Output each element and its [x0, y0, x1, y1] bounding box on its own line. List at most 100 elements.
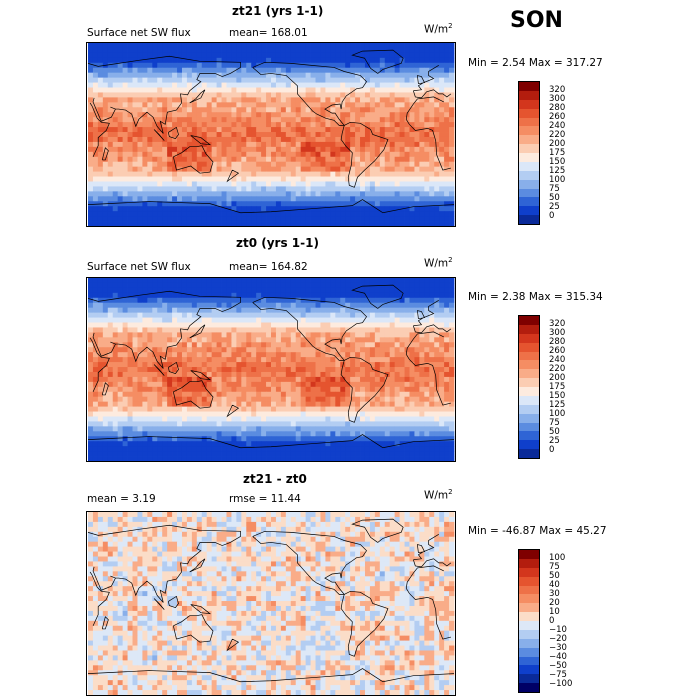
panel-3-colorbar [518, 549, 540, 693]
colorbar-tick-label: 175 [549, 147, 566, 158]
colorbar-swatch [519, 431, 539, 441]
colorbar-tick-label: −100 [549, 678, 573, 689]
colorbar-tick-label: 75 [549, 561, 560, 572]
colorbar-swatch [519, 215, 539, 224]
colorbar-swatch [519, 404, 539, 414]
colorbar-tick-label: 240 [549, 120, 566, 131]
panel-3-map [86, 511, 456, 696]
colorbar-swatch [519, 665, 539, 675]
colorbar-swatch [519, 674, 539, 684]
colorbar-swatch [519, 197, 539, 207]
colorbar-tick-label: 320 [549, 84, 566, 95]
colorbar-swatch [519, 82, 539, 91]
colorbar-tick-label: 50 [549, 192, 560, 203]
colorbar-tick-label: 150 [549, 156, 566, 167]
colorbar-tick-label: 260 [549, 345, 566, 356]
coastline [87, 284, 455, 449]
colorbar-swatch [519, 316, 539, 325]
colorbar-swatch [519, 99, 539, 109]
panel-2-map [86, 277, 456, 462]
colorbar-tick-label: 125 [549, 399, 566, 410]
panel-2-colorbar-ticks: 320 300 280 260 240 220 200 175 150 125 100 75 50 25 0 [549, 315, 589, 459]
colorbar-swatch [519, 324, 539, 334]
colorbar-tick-label: −75 [549, 669, 567, 680]
colorbar-swatch [519, 550, 539, 559]
map-field [88, 43, 455, 226]
colorbar-tick-label: 300 [549, 93, 566, 104]
map-field [88, 512, 455, 695]
panel-1-title: zt21 (yrs 1-1) [232, 4, 324, 18]
colorbar-tick-label: 100 [549, 174, 566, 185]
colorbar-swatch [519, 369, 539, 379]
colorbar-tick-label: 75 [549, 417, 560, 428]
colorbar-swatch [519, 558, 539, 568]
colorbar-swatch [519, 126, 539, 136]
panel-1-colorbar [518, 81, 540, 225]
colorbar-swatch [519, 449, 539, 458]
colorbar-swatch [519, 638, 539, 648]
colorbar-tick-label: 100 [549, 408, 566, 419]
colorbar-swatch [519, 594, 539, 604]
panel-2-minmax: Min = 2.38 Max = 315.34 [468, 291, 603, 303]
colorbar-tick-label: 50 [549, 426, 560, 437]
colorbar-tick-label: 125 [549, 165, 566, 176]
panel-3-title: zt21 - zt0 [243, 472, 307, 486]
colorbar-swatch [519, 656, 539, 666]
panel-3-colorbar-ticks: 100 75 50 40 30 20 10 0 −10 −20 −30 −40 −50 −75 −100 [549, 549, 589, 693]
colorbar-tick-label: 50 [549, 570, 560, 581]
panel-3-mean: mean = 3.19 [87, 493, 156, 505]
colorbar-swatch [519, 360, 539, 370]
colorbar-swatch [519, 108, 539, 118]
panel-3-rmse: rmse = 11.44 [229, 493, 301, 505]
coastline [87, 518, 455, 683]
colorbar-swatch [519, 153, 539, 162]
colorbar-tick-label: 175 [549, 381, 566, 392]
colorbar-swatch [519, 422, 539, 432]
colorbar-swatch [519, 585, 539, 595]
panel-2-colorbar [518, 315, 540, 459]
colorbar-swatch [519, 351, 539, 361]
season-label: SON [510, 8, 563, 33]
colorbar-tick-label: 280 [549, 336, 566, 347]
colorbar-tick-label: −30 [549, 642, 567, 653]
colorbar-tick-label: 220 [549, 129, 566, 140]
colorbar-tick-label: 0 [549, 210, 555, 221]
colorbar-tick-label: 220 [549, 363, 566, 374]
colorbar-tick-label: 0 [549, 444, 555, 455]
colorbar-tick-label: 280 [549, 102, 566, 113]
colorbar-swatch [519, 378, 539, 387]
colorbar-tick-label: −50 [549, 660, 567, 671]
colorbar-swatch [519, 387, 539, 396]
colorbar-tick-label: 200 [549, 372, 566, 383]
colorbar-tick-label: 30 [549, 588, 560, 599]
colorbar-tick-label: −40 [549, 651, 567, 662]
colorbar-tick-label: 100 [549, 552, 566, 563]
colorbar-tick-label: 200 [549, 138, 566, 149]
colorbar-swatch [519, 647, 539, 657]
colorbar-tick-label: 40 [549, 579, 560, 590]
colorbar-swatch [519, 90, 539, 100]
colorbar-swatch [519, 135, 539, 145]
map-field [88, 278, 455, 461]
colorbar-swatch [519, 333, 539, 343]
panel-1-variable-label: Surface net SW flux [87, 27, 191, 39]
panel-1-map [86, 42, 456, 227]
colorbar-swatch [519, 567, 539, 577]
colorbar-swatch [519, 629, 539, 639]
colorbar-tick-label: 260 [549, 111, 566, 122]
colorbar-swatch [519, 144, 539, 153]
colorbar-tick-label: 25 [549, 435, 560, 446]
panel-1-colorbar-ticks: 320 300 280 260 240 220 200 175 150 125 100 75 50 25 0 [549, 81, 589, 225]
colorbar-swatch [519, 188, 539, 198]
panel-2-unit: W/m2 [424, 256, 453, 270]
panel-2-variable-label: Surface net SW flux [87, 261, 191, 273]
colorbar-swatch [519, 117, 539, 127]
colorbar-swatch [519, 440, 539, 450]
colorbar-swatch [519, 161, 539, 171]
colorbar-swatch [519, 603, 539, 613]
colorbar-tick-label: 150 [549, 390, 566, 401]
panel-3-minmax: Min = -46.87 Max = 45.27 [468, 525, 607, 537]
colorbar-tick-label: 0 [549, 615, 555, 626]
colorbar-tick-label: 300 [549, 327, 566, 338]
colorbar-tick-label: 10 [549, 606, 560, 617]
